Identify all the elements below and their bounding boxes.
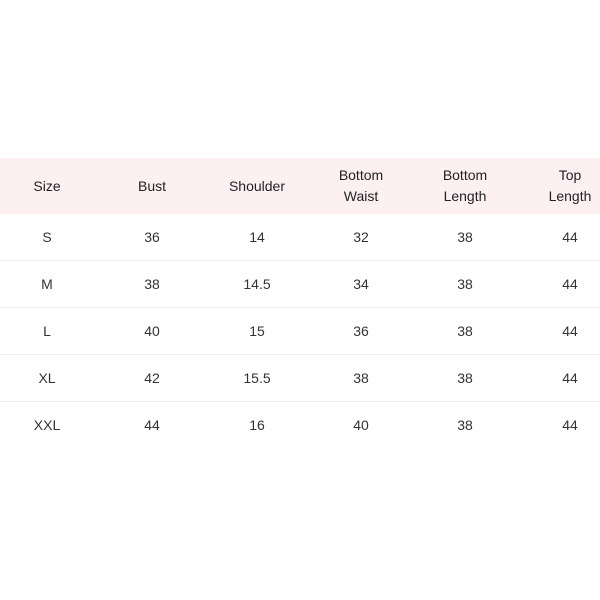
table-row: XXL 44 16 40 38 44 [0, 402, 600, 448]
table-cell: 38 [353, 369, 369, 386]
table-cell: S [42, 228, 52, 245]
table-cell: 15 [249, 322, 265, 339]
table-header-row: Size Bust Shoulder Bottom Waist Bottom L… [0, 158, 600, 214]
header-bottom-length: Bottom Length [442, 167, 488, 204]
table-cell: 38 [457, 228, 473, 245]
table-cell: 36 [144, 228, 160, 245]
header-top-length: Top Length [548, 167, 592, 204]
table-cell: 14 [249, 228, 265, 245]
table-cell: L [43, 322, 51, 339]
table-cell: 15.5 [243, 369, 271, 386]
table-cell: 38 [457, 275, 473, 292]
table-cell: 44 [562, 275, 578, 292]
header-shoulder: Shoulder [228, 177, 286, 194]
table-row: M 38 14.5 34 38 44 [0, 261, 600, 308]
table-cell: 44 [562, 369, 578, 386]
table-cell: 38 [457, 369, 473, 386]
table-cell: 44 [562, 228, 578, 245]
table-cell: 40 [353, 416, 369, 433]
table-cell: 44 [144, 416, 160, 433]
table-cell: M [41, 275, 53, 292]
table-cell: 44 [562, 416, 578, 433]
table-cell: 38 [144, 275, 160, 292]
table-cell: XXL [33, 416, 61, 433]
header-size: Size [33, 177, 61, 194]
table-cell: 34 [353, 275, 369, 292]
table-cell: 36 [353, 322, 369, 339]
table-cell: XL [38, 369, 56, 386]
size-chart-table: Size Bust Shoulder Bottom Waist Bottom L… [0, 158, 600, 448]
table-cell: 42 [144, 369, 160, 386]
table-cell: 32 [353, 228, 369, 245]
table-row: L 40 15 36 38 44 [0, 308, 600, 355]
table-cell: 16 [249, 416, 265, 433]
header-bottom-waist: Bottom Waist [338, 167, 384, 204]
table-cell: 14.5 [243, 275, 271, 292]
table-cell: 38 [457, 416, 473, 433]
table-cell: 38 [457, 322, 473, 339]
header-bust: Bust [137, 177, 166, 194]
table-cell: 40 [144, 322, 160, 339]
table-row: XL 42 15.5 38 38 44 [0, 355, 600, 402]
table-cell: 44 [562, 322, 578, 339]
table-row: S 36 14 32 38 44 [0, 214, 600, 261]
